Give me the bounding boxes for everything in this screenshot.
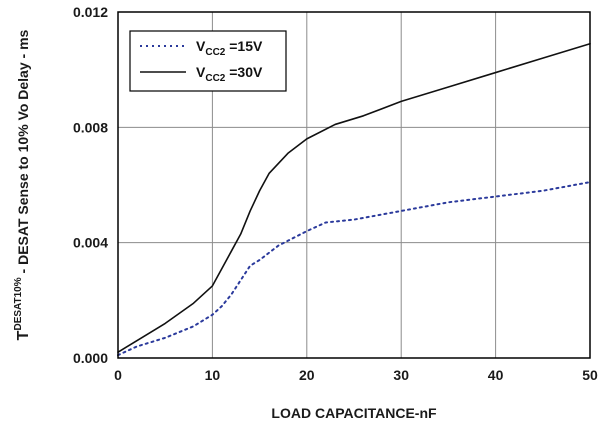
x-tick-label: 30 [393, 367, 409, 383]
x-tick-label: 20 [299, 367, 315, 383]
y-axis-title-rest: - DESAT Sense to 10% Vo Delay - ms [15, 29, 31, 277]
tick-labels: 0 10 20 30 40 50 0.000 0.004 0.008 0.012 [73, 4, 598, 383]
plot-frame [117, 11, 591, 359]
series-line-vcc2-30v [117, 42, 591, 354]
x-tick-label: 40 [488, 367, 504, 383]
legend-15v-sub: CC2 [205, 47, 225, 58]
legend: VCC2 =15V VCC2 =30V [129, 30, 287, 92]
series-layer [117, 42, 591, 357]
y-tick-label: 0.000 [73, 350, 108, 366]
legend-15v-rest: =15V [225, 38, 263, 54]
x-tick-label: 0 [114, 367, 122, 383]
legend-30v-main: V [196, 64, 206, 80]
legend-label-15v: VCC2 =15V [196, 38, 263, 58]
x-tick-label: 10 [205, 367, 221, 383]
legend-label-30v: VCC2 =30V [196, 64, 263, 84]
legend-15v-main: V [196, 38, 206, 54]
y-tick-label: 0.012 [73, 4, 108, 20]
y-axis-title: TDESAT10% - DESAT Sense to 10% Vo Delay … [13, 29, 32, 340]
x-axis-title: LOAD CAPACITANCE-nF [271, 405, 437, 421]
y-tick-label: 0.004 [73, 235, 108, 251]
legend-box [129, 30, 287, 92]
legend-30v-sub: CC2 [205, 73, 225, 84]
x-tick-label: 50 [582, 367, 598, 383]
y-axis-title-main: T [15, 330, 32, 340]
y-axis-title-superscript: DESAT10% [13, 277, 24, 330]
legend-30v-rest: =30V [225, 64, 263, 80]
series-line-vcc2-15v [117, 181, 591, 357]
y-tick-label: 0.008 [73, 119, 108, 135]
